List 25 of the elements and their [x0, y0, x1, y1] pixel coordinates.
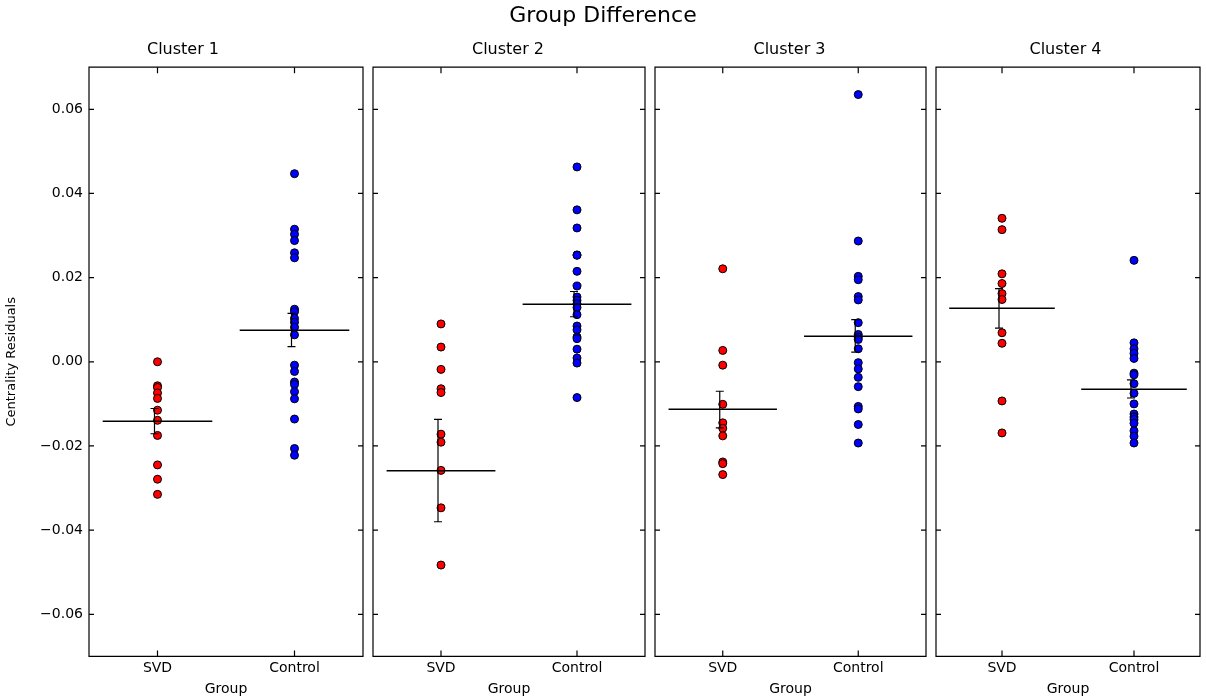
x-tick-label: SVD [426, 659, 456, 676]
x-tick-label: Control [1108, 659, 1160, 676]
x-tick-label: Control [551, 659, 603, 676]
chart-title: Cluster 2 [471, 38, 545, 58]
y-tick-label: 0.02 [51, 268, 83, 285]
text: Group Difference [509, 2, 697, 27]
y-tick-label: 0.04 [51, 184, 84, 201]
y-tick-label: 0.06 [51, 99, 84, 116]
chart-title: Cluster 4 [1029, 38, 1102, 58]
x-tick-label: Control [832, 659, 884, 676]
y-axis-title: Centrality Residuals [3, 296, 19, 427]
x-tick-label: Control [269, 659, 320, 676]
x-axis-title: Group [204, 680, 248, 697]
chart-title: Cluster 1 [146, 38, 220, 58]
chart-title: Cluster 3 [753, 38, 826, 58]
y-tick-label: −0.06 [40, 604, 84, 621]
x-axis-title: Group [769, 680, 812, 697]
x-tick-label: SVD [708, 659, 738, 676]
x-axis-title: Group [487, 680, 531, 697]
y-tick-label: 0.00 [51, 352, 83, 369]
x-axis-title: Group [1046, 680, 1090, 697]
y-tick-label: −0.02 [40, 436, 83, 453]
y-tick-label: −0.04 [40, 520, 84, 537]
x-tick-label: SVD [142, 659, 173, 676]
x-tick-label: SVD [987, 659, 1017, 676]
